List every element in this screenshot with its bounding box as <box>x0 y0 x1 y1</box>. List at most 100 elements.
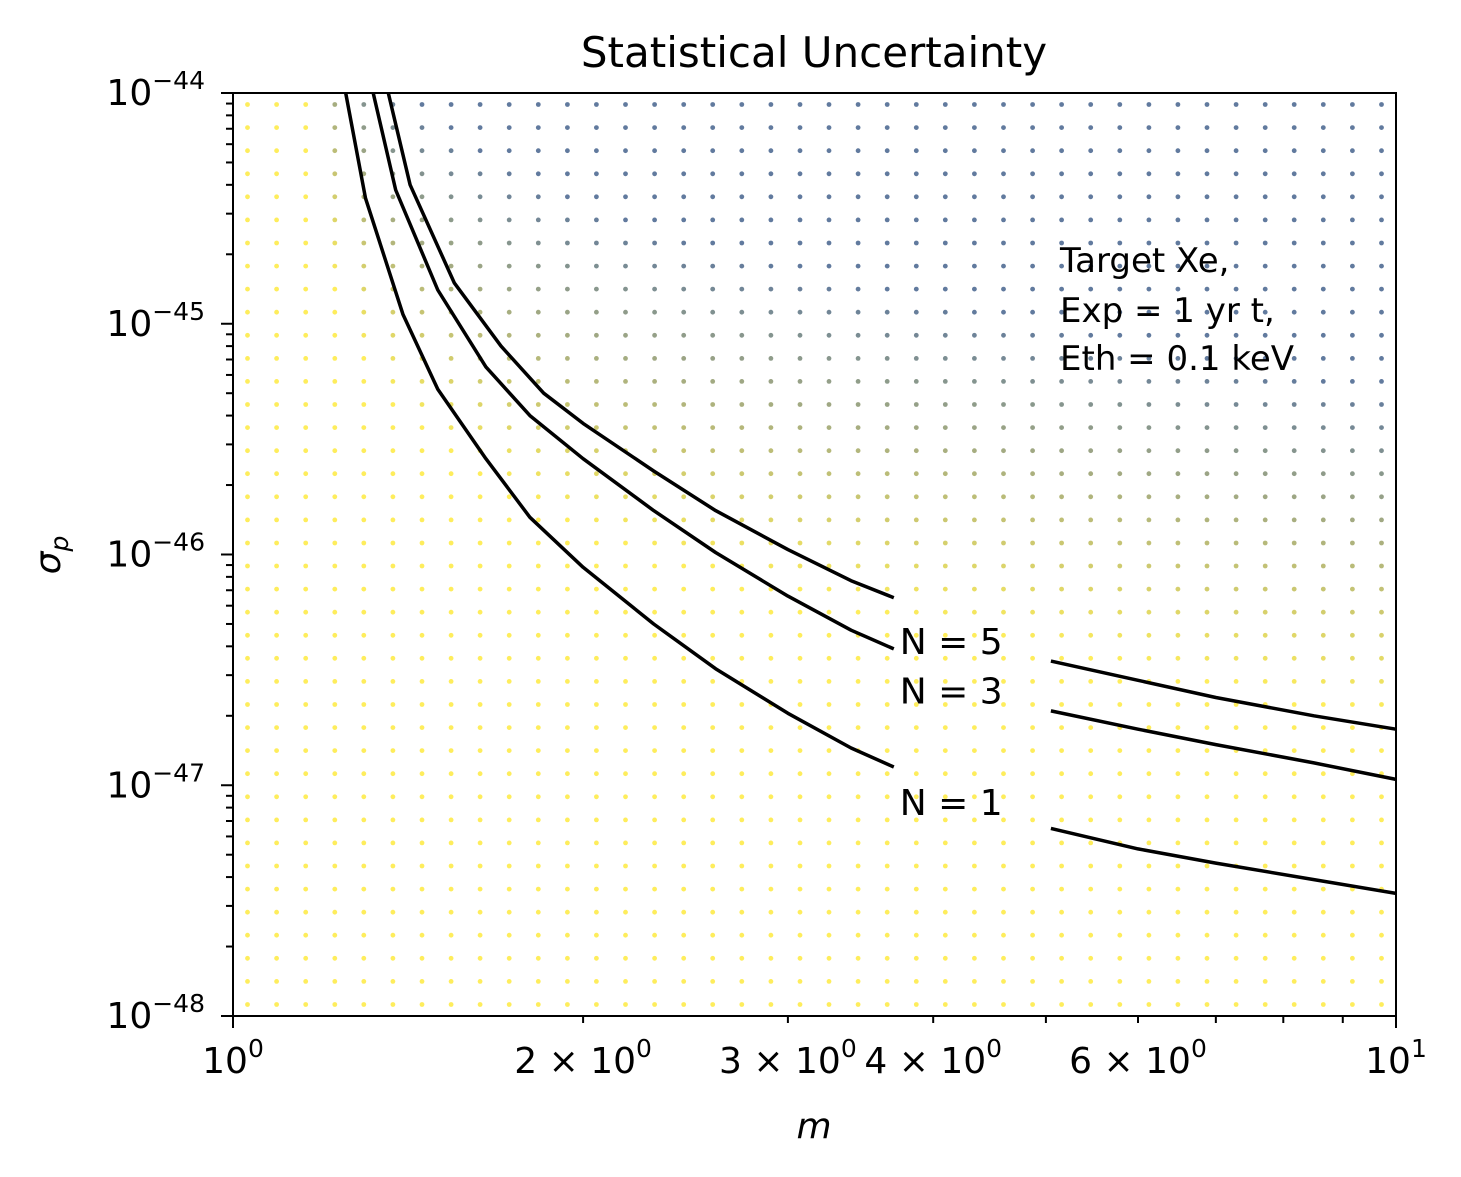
scatter-point <box>535 955 541 961</box>
scatter-point <box>797 632 803 638</box>
scatter-point <box>884 263 890 269</box>
scatter-point <box>535 263 541 269</box>
scatter-point <box>390 817 396 823</box>
scatter-point <box>506 494 512 500</box>
scatter-point <box>652 171 657 177</box>
scatter-point <box>1175 194 1181 200</box>
scatter-point <box>1350 125 1355 130</box>
scatter-point <box>1379 909 1384 915</box>
scatter-point <box>594 817 599 823</box>
scatter-point <box>1291 332 1297 338</box>
scatter-point <box>623 471 628 477</box>
scatter-point <box>1350 379 1355 384</box>
scatter-point <box>1320 402 1326 407</box>
scatter-point <box>419 863 425 869</box>
scatter-point <box>594 102 599 107</box>
scatter-point <box>1233 655 1239 661</box>
scatter-point <box>1291 909 1297 915</box>
scatter-point <box>1088 148 1094 154</box>
scatter-point <box>1379 448 1384 454</box>
scatter-point <box>1204 379 1210 384</box>
scatter-point <box>448 240 454 246</box>
scatter-point <box>506 979 512 984</box>
scatter-point <box>855 563 861 569</box>
scatter-point <box>681 955 687 961</box>
scatter-point <box>594 332 599 338</box>
scatter-point <box>535 540 541 546</box>
scatter-point <box>972 425 977 430</box>
scatter-point <box>1291 494 1297 500</box>
scatter-point <box>681 771 687 777</box>
scatter-point <box>390 586 396 592</box>
scatter-point <box>1350 955 1355 961</box>
scatter-point <box>303 909 309 915</box>
scatter-point <box>274 863 279 869</box>
scatter-point <box>1175 886 1181 892</box>
scatter-point <box>768 471 774 477</box>
scatter-point <box>1175 725 1181 730</box>
scatter-point <box>361 863 367 869</box>
scatter-point <box>623 171 628 177</box>
scatter-point <box>332 1002 338 1007</box>
scatter-point <box>739 448 745 454</box>
scatter-point <box>303 609 309 615</box>
scatter-point <box>303 932 309 938</box>
scatter-point <box>1175 148 1181 154</box>
scatter-point <box>972 886 977 892</box>
scatter-point <box>1001 586 1006 592</box>
scatter-point <box>797 494 803 500</box>
scatter-point <box>884 632 890 638</box>
scatter-point <box>1059 240 1064 246</box>
scatter-point <box>797 448 803 454</box>
scatter-point <box>448 148 454 154</box>
scatter-point <box>535 194 541 200</box>
scatter-point <box>565 632 570 638</box>
scatter-point <box>797 125 803 130</box>
scatter-point <box>594 563 599 569</box>
scatter-point <box>826 1002 832 1007</box>
scatter-point <box>826 771 832 777</box>
scatter-point <box>274 725 279 730</box>
contour-label-2: N = 3 <box>900 671 1003 712</box>
scatter-point <box>419 817 425 823</box>
scatter-point <box>419 379 425 384</box>
scatter-point <box>681 817 687 823</box>
scatter-point <box>332 148 338 154</box>
scatter-point <box>913 748 919 753</box>
scatter-point <box>942 909 948 915</box>
scatter-point <box>245 886 250 892</box>
scatter-point <box>419 194 425 200</box>
scatter-point <box>797 332 803 338</box>
scatter-point <box>797 863 803 869</box>
scatter-point <box>681 102 687 107</box>
scatter-point <box>506 263 512 269</box>
scatter-point <box>1088 217 1094 223</box>
scatter-point <box>942 863 948 869</box>
scatter-point <box>419 725 425 730</box>
scatter-point <box>1117 1002 1123 1007</box>
scatter-point <box>623 102 628 107</box>
scatter-point <box>1233 102 1239 107</box>
scatter-point <box>594 748 599 753</box>
scatter-point <box>1379 979 1384 984</box>
scatter-point <box>884 702 890 707</box>
scatter-point <box>1379 517 1384 523</box>
scatter-point <box>1001 563 1006 569</box>
scatter-point <box>942 517 948 523</box>
scatter-point <box>1117 979 1123 984</box>
scatter-point <box>972 471 977 477</box>
scatter-point <box>942 932 948 938</box>
scatter-point <box>1320 909 1326 915</box>
scatter-point <box>1233 217 1239 223</box>
scatter-point <box>652 979 657 984</box>
scatter-point <box>1320 494 1326 500</box>
scatter-point <box>1175 794 1181 800</box>
scatter-point <box>884 332 890 338</box>
y-tick-label: 10−47 <box>106 758 205 806</box>
scatter-point <box>1350 448 1355 454</box>
scatter-point <box>448 817 454 823</box>
scatter-point <box>506 240 512 246</box>
scatter-point <box>448 955 454 961</box>
scatter-point <box>623 748 628 753</box>
scatter-point <box>1320 356 1326 361</box>
